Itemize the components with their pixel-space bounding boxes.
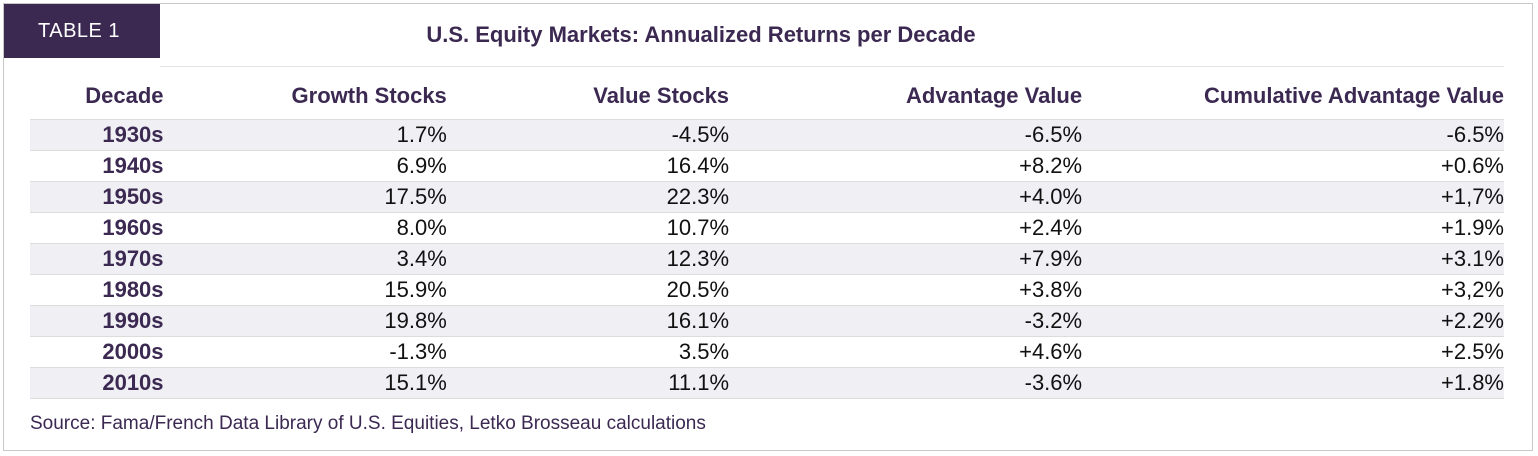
cell-value: 16.4%: [446, 150, 730, 182]
cell-decade: 1960s: [30, 212, 164, 244]
column-header-advantage-value: Advantage Value: [729, 72, 1083, 120]
cell-advantage: +3.8%: [729, 274, 1083, 306]
cell-decade: 1970s: [30, 243, 164, 275]
cell-advantage: -3.6%: [729, 367, 1083, 399]
table-row: 1980s 15.9% 20.5% +3.8% +3,2%: [30, 274, 1504, 306]
cell-advantage: +2.4%: [729, 212, 1083, 244]
cell-growth: 6.9%: [163, 150, 447, 182]
cell-growth: 15.1%: [163, 367, 447, 399]
column-header-growth-stocks: Growth Stocks: [163, 72, 447, 120]
table-title: U.S. Equity Markets: Annualized Returns …: [426, 22, 976, 47]
cell-cumulative: +3,2%: [1082, 274, 1504, 306]
column-header-value-stocks: Value Stocks: [446, 72, 730, 120]
cell-cumulative: +1.8%: [1082, 367, 1504, 399]
cell-cumulative: +3.1%: [1082, 243, 1504, 275]
cell-value: 12.3%: [446, 243, 730, 275]
cell-cumulative: +2.5%: [1082, 336, 1504, 368]
cell-value: 3.5%: [446, 336, 730, 368]
cell-cumulative: +1,7%: [1082, 181, 1504, 213]
cell-cumulative: +1.9%: [1082, 212, 1504, 244]
cell-value: 11.1%: [446, 367, 730, 399]
cell-decade: 1930s: [30, 119, 164, 151]
cell-growth: 19.8%: [163, 305, 447, 337]
cell-advantage: +7.9%: [729, 243, 1083, 275]
header-row: Decade Growth Stocks Value Stocks Advant…: [30, 72, 1504, 120]
cell-value: 20.5%: [446, 274, 730, 306]
column-header-decade: Decade: [30, 72, 164, 120]
cell-advantage: +4.6%: [729, 336, 1083, 368]
cell-cumulative: -6.5%: [1082, 119, 1504, 151]
cell-value: -4.5%: [446, 119, 730, 151]
cell-value: 16.1%: [446, 305, 730, 337]
table-row: 2010s 15.1% 11.1% -3.6% +1.8%: [30, 367, 1504, 399]
cell-decade: 2000s: [30, 336, 164, 368]
cell-growth: -1.3%: [163, 336, 447, 368]
cell-advantage: +4.0%: [729, 181, 1083, 213]
cell-cumulative: +2.2%: [1082, 305, 1504, 337]
table-tag: TABLE 1: [4, 4, 160, 58]
title-divider: [160, 66, 1504, 67]
table-row: 1930s 1.7% -4.5% -6.5% -6.5%: [30, 119, 1504, 151]
cell-growth: 17.5%: [163, 181, 447, 213]
cell-decade: 2010s: [30, 367, 164, 399]
cell-value: 10.7%: [446, 212, 730, 244]
cell-value: 22.3%: [446, 181, 730, 213]
cell-decade: 1980s: [30, 274, 164, 306]
table-row: 1940s 6.9% 16.4% +8.2% +0.6%: [30, 150, 1504, 182]
cell-advantage: +8.2%: [729, 150, 1083, 182]
returns-table: Decade Growth Stocks Value Stocks Advant…: [30, 72, 1504, 399]
table-row: 1960s 8.0% 10.7% +2.4% +1.9%: [30, 212, 1504, 244]
cell-growth: 1.7%: [163, 119, 447, 151]
cell-growth: 3.4%: [163, 243, 447, 275]
table-row: 1950s 17.5% 22.3% +4.0% +1,7%: [30, 181, 1504, 213]
cell-cumulative: +0.6%: [1082, 150, 1504, 182]
cell-growth: 15.9%: [163, 274, 447, 306]
column-header-cumulative-advantage-value: Cumulative Advantage Value: [1082, 72, 1504, 120]
table-row: 1990s 19.8% 16.1% -3.2% +2.2%: [30, 305, 1504, 337]
cell-decade: 1990s: [30, 305, 164, 337]
cell-advantage: -6.5%: [729, 119, 1083, 151]
table-row: 2000s -1.3% 3.5% +4.6% +2.5%: [30, 336, 1504, 368]
table-frame: [3, 3, 1533, 451]
source-note: Source: Fama/French Data Library of U.S.…: [30, 413, 706, 434]
cell-decade: 1940s: [30, 150, 164, 182]
cell-growth: 8.0%: [163, 212, 447, 244]
table-row: 1970s 3.4% 12.3% +7.9% +3.1%: [30, 243, 1504, 275]
cell-decade: 1950s: [30, 181, 164, 213]
cell-advantage: -3.2%: [729, 305, 1083, 337]
